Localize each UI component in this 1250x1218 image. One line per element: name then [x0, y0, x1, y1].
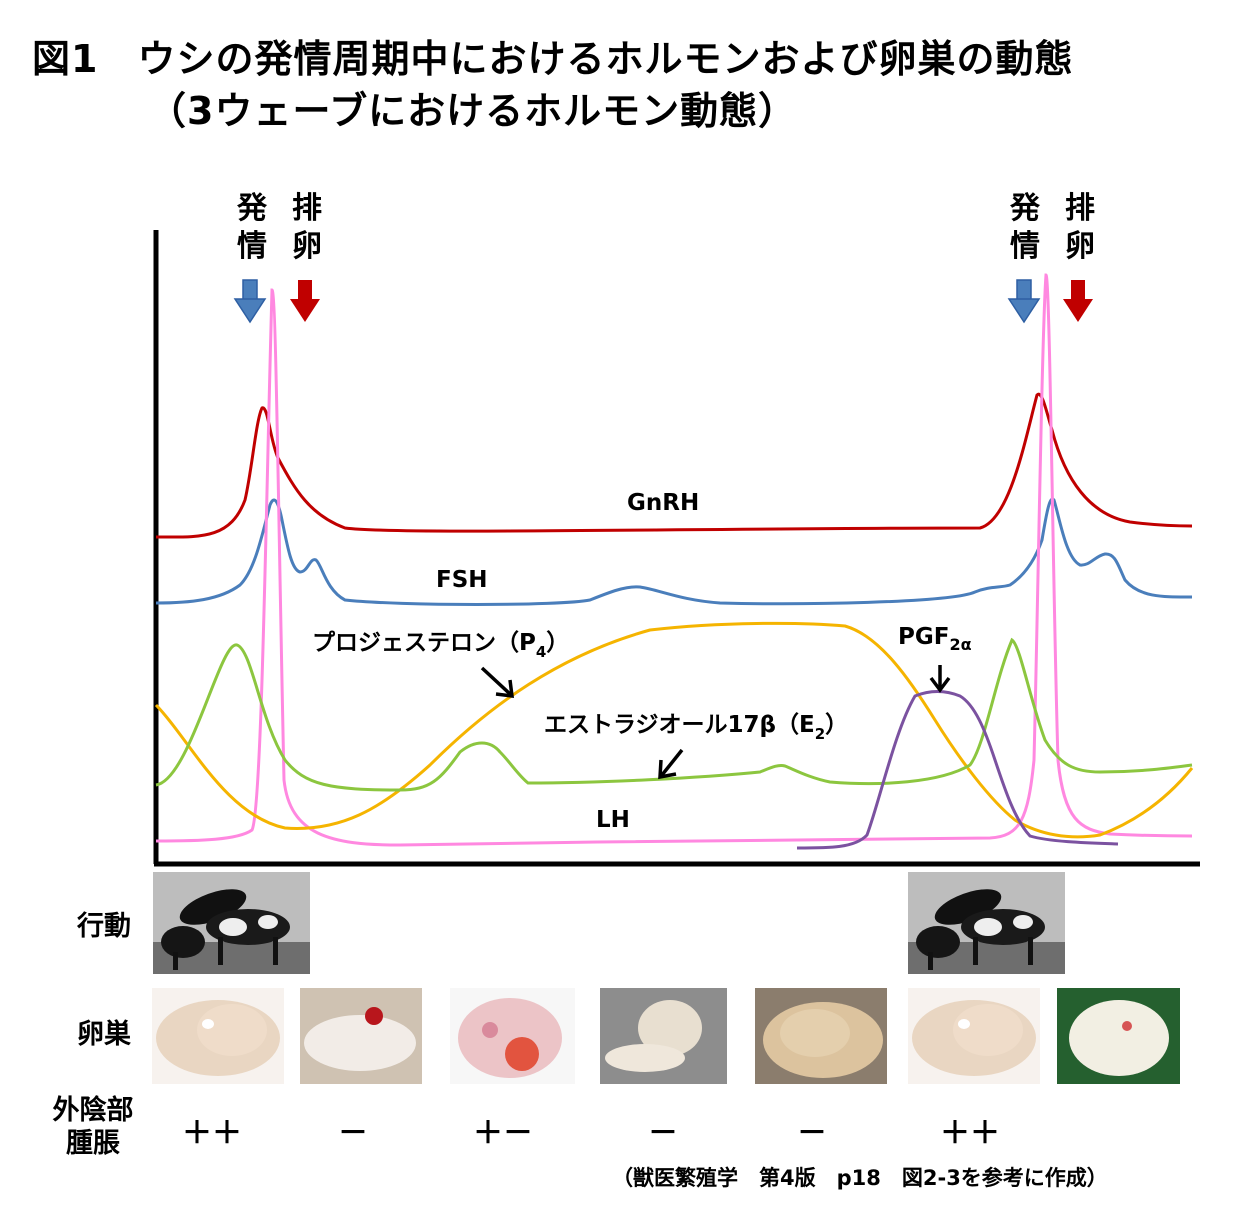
behavior-row-label: 行動 — [77, 911, 131, 942]
e2-pointer-arrow — [658, 748, 684, 780]
ovulation-arrow-2 — [1063, 280, 1093, 322]
ovary-photo-1 — [152, 988, 284, 1084]
hormone-chart: GnRH FSH LH プロジェステロン（P4） エストラジオール17β（E2）… — [153, 230, 1200, 867]
lh-curve — [155, 273, 1193, 847]
ovary-photo-4 — [600, 988, 727, 1084]
fsh-curve — [155, 497, 1193, 606]
source-citation: （獣医繁殖学 第4版 p18 図2-3を参考に作成） — [612, 1166, 1108, 1190]
pgf-curve — [796, 690, 1119, 850]
cow-mounting-photo-1 — [153, 872, 310, 974]
vulva-swelling-row-label: 外陰部 腫脹 — [52, 1095, 134, 1159]
ovary-photo-2 — [300, 988, 422, 1084]
lh-label: LH — [596, 807, 630, 833]
estrus-label-2: 発 情 — [1010, 191, 1040, 264]
p4-pointer-arrow — [480, 666, 515, 699]
swelling-value: － — [338, 1116, 368, 1151]
ovary-photo-6 — [908, 988, 1040, 1084]
cow-mounting-photo-2 — [908, 872, 1065, 974]
swelling-value: － — [797, 1116, 827, 1151]
gnrh-label: GnRH — [627, 490, 699, 516]
ovulation-label-1: 排 卵 — [292, 191, 322, 264]
swelling-value: ＋－ — [473, 1116, 533, 1151]
figure-title: 図1 ウシの発情周期中におけるホルモンおよび卵巣の動態 — [32, 37, 1074, 81]
ovulation-arrow-1 — [290, 280, 320, 322]
estrus-arrow-2 — [1007, 279, 1041, 324]
ovary-photo-3 — [450, 988, 575, 1084]
estrus-arrow-1 — [233, 279, 267, 324]
swelling-value: － — [648, 1116, 678, 1151]
e2-curve — [155, 637, 1193, 792]
p4-curve — [154, 621, 1194, 839]
estrus-label-1: 発 情 — [237, 191, 267, 264]
pgf-label: PGF2α — [898, 624, 972, 654]
fsh-label: FSH — [436, 567, 488, 593]
swelling-value: ＋＋ — [182, 1116, 242, 1151]
e2-label: エストラジオール17β（E2） — [544, 711, 848, 743]
ovary-photo-7 — [1057, 988, 1180, 1084]
figure-subtitle: （3ウェーブにおけるホルモン動態） — [148, 89, 798, 133]
pgf-pointer-arrow — [929, 665, 951, 693]
ovary-row-label: 卵巣 — [77, 1019, 131, 1050]
ovary-photo-5 — [755, 988, 887, 1084]
gnrh-curve — [155, 392, 1193, 539]
ovulation-label-2: 排 卵 — [1065, 191, 1095, 264]
swelling-value: ＋＋ — [940, 1116, 1000, 1151]
p4-label: プロジェステロン（P4） — [312, 629, 569, 661]
